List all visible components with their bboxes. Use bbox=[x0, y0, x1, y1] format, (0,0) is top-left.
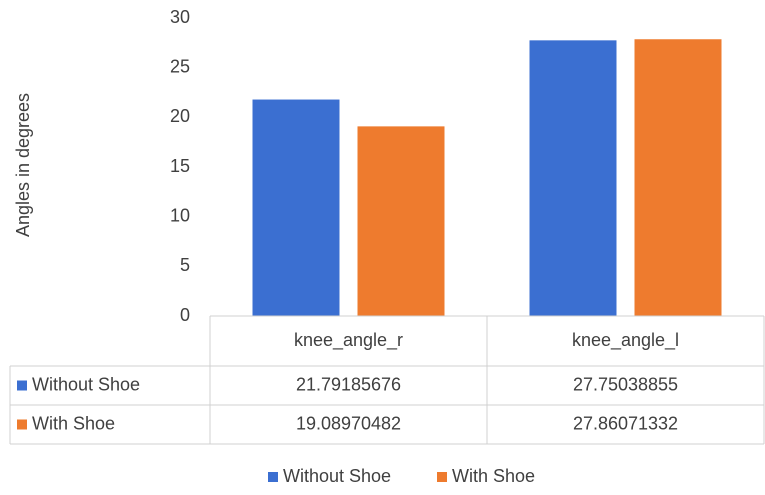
x-tick-label: knee_angle_r bbox=[294, 330, 403, 351]
y-axis-title: Angles in degrees bbox=[13, 93, 33, 237]
y-tick-label: 15 bbox=[170, 156, 190, 176]
y-tick-label: 5 bbox=[180, 255, 190, 275]
bar bbox=[529, 40, 617, 317]
table-cell: 27.86071332 bbox=[573, 413, 678, 433]
y-tick-label: 20 bbox=[170, 106, 190, 126]
legend-key bbox=[268, 472, 278, 482]
table-row-label: With Shoe bbox=[32, 413, 115, 433]
table-cell: 19.08970482 bbox=[296, 413, 401, 433]
legend-key bbox=[17, 419, 27, 430]
table-cell: 21.79185676 bbox=[296, 374, 401, 394]
y-tick-label: 25 bbox=[170, 56, 190, 76]
legend-label: Without Shoe bbox=[283, 466, 391, 486]
legend-key bbox=[17, 380, 27, 391]
table-cell: 27.75038855 bbox=[573, 374, 678, 394]
y-tick-label: 0 bbox=[180, 305, 190, 325]
x-tick-label: knee_angle_l bbox=[572, 330, 679, 351]
legend-key bbox=[437, 472, 447, 482]
y-tick-label: 30 bbox=[170, 7, 190, 27]
legend-label: With Shoe bbox=[452, 466, 535, 486]
y-tick-label: 10 bbox=[170, 205, 190, 225]
bar bbox=[634, 39, 722, 317]
table-row-label: Without Shoe bbox=[32, 374, 140, 394]
bar bbox=[357, 126, 445, 316]
bar bbox=[252, 99, 340, 316]
